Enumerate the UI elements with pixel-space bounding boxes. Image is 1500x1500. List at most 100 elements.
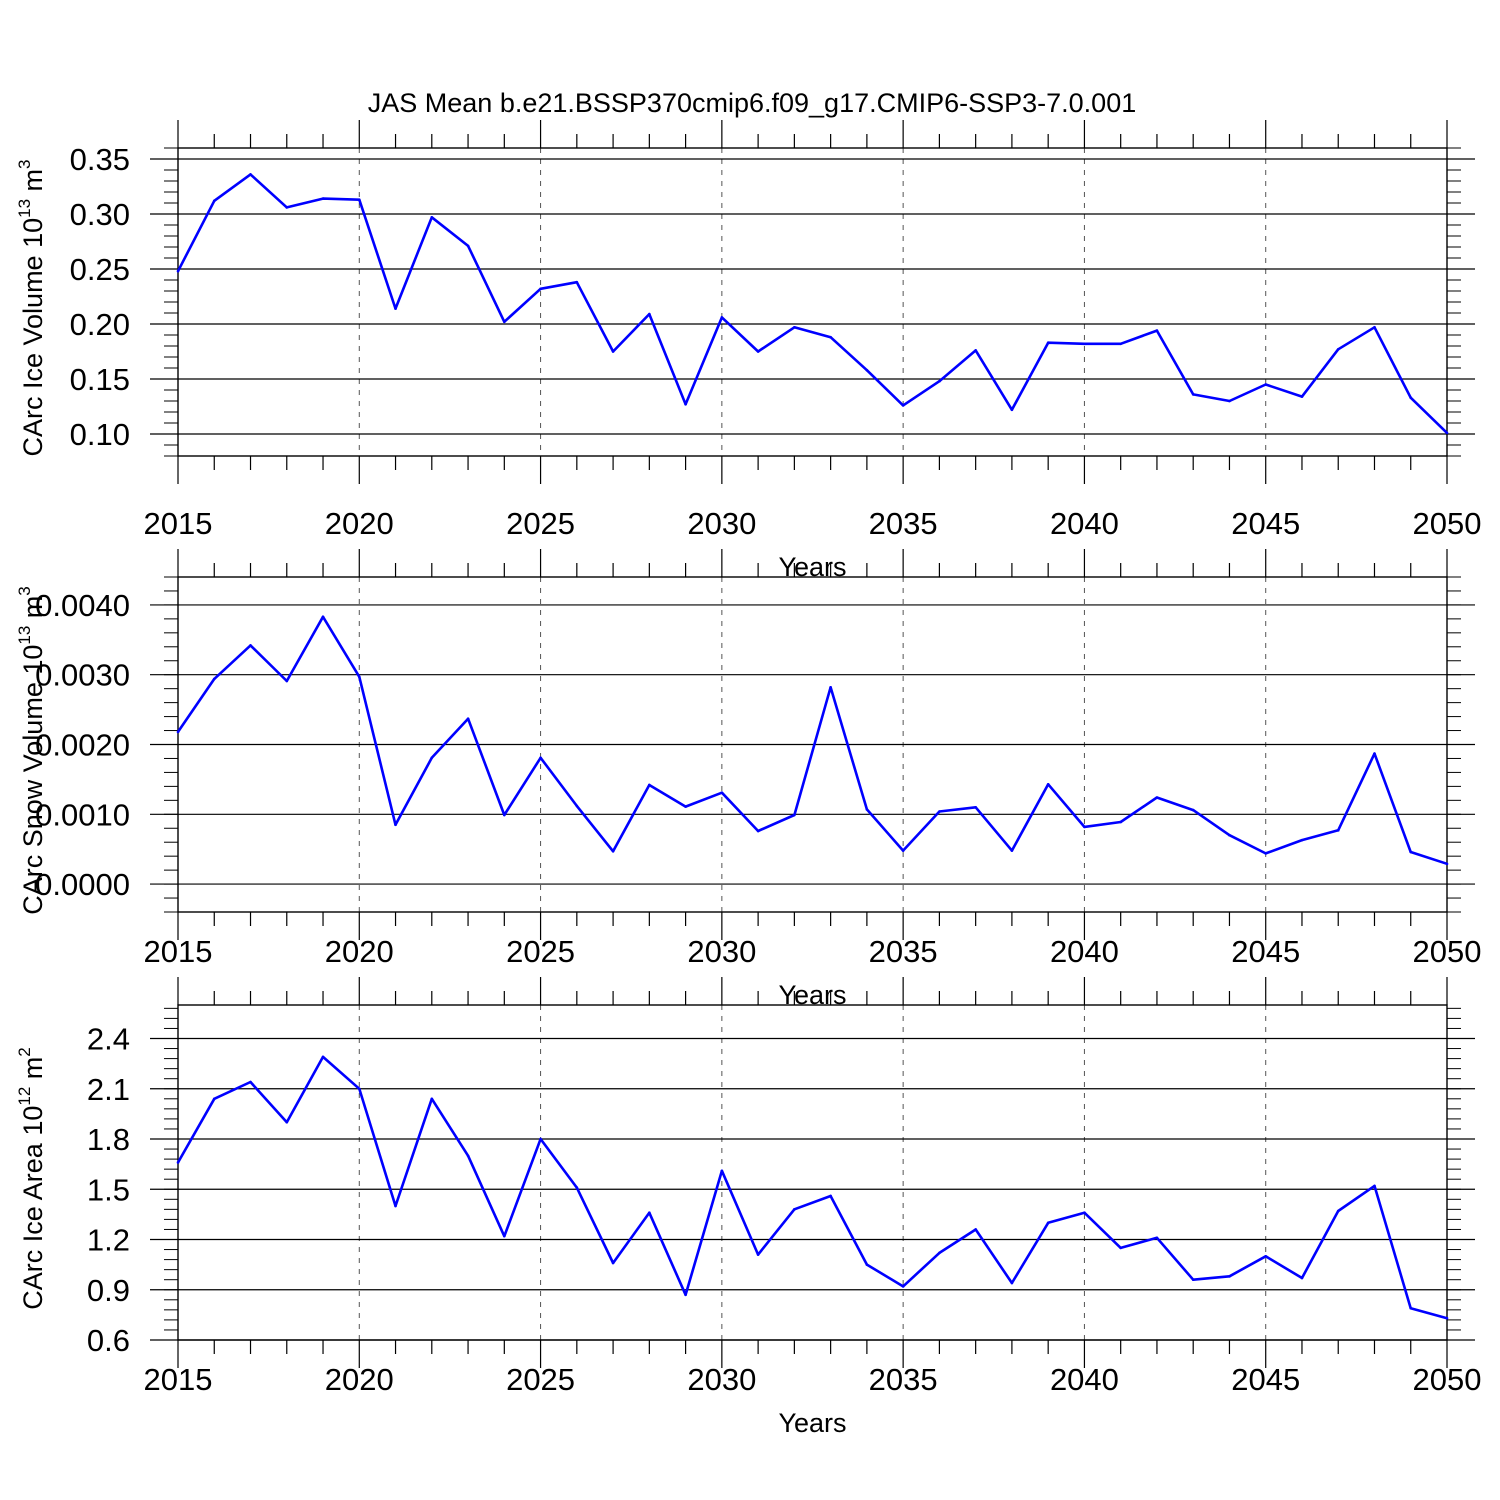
y-tick-label: 1.2	[87, 1223, 130, 1258]
data-point	[1409, 1306, 1413, 1310]
y-tick-label: 0.20	[70, 307, 130, 342]
data-point	[648, 312, 651, 316]
data-point	[1300, 395, 1304, 398]
y-axis-label: CArc Snow Volume 1013 m3	[15, 586, 48, 915]
data-point	[212, 677, 216, 681]
chart-title: JAS Mean b.e21.BSSP370cmip6.f09_g17.CMIP…	[368, 88, 1136, 118]
x-tick-label: 2050	[1413, 1362, 1482, 1397]
y-tick-label: 0.15	[70, 362, 130, 397]
x-tick-label: 2025	[506, 934, 575, 969]
data-point	[1046, 341, 1050, 345]
data-point	[466, 244, 470, 248]
data-point	[212, 199, 216, 203]
data-point	[684, 403, 687, 406]
data-point	[1409, 850, 1413, 854]
panel-ice-area: 0.6 0.9 1.2 1.5 1.8 2.1 2.4 2015 2020 2025 2030 203…	[15, 977, 1481, 1438]
data-point	[1373, 326, 1376, 329]
data-point	[1083, 342, 1086, 346]
data-point	[901, 1285, 905, 1288]
data-point	[1336, 348, 1340, 351]
data-point	[1083, 1211, 1086, 1214]
data-point	[1300, 838, 1304, 842]
x-tick-label: 2020	[325, 1362, 394, 1397]
data-point	[938, 379, 941, 383]
x-tick-label: 2045	[1231, 506, 1300, 541]
data-point	[720, 1169, 724, 1173]
x-axis-label: Years	[778, 1408, 846, 1438]
series-line-ice-area	[176, 1055, 1448, 1320]
x-tick-label: 2040	[1050, 934, 1119, 969]
data-point	[1409, 396, 1413, 400]
data-point	[1228, 399, 1231, 403]
data-point	[249, 1080, 252, 1084]
data-point	[720, 791, 724, 794]
data-point	[1119, 1246, 1122, 1250]
data-point	[357, 198, 361, 201]
x-tick-label: 2035	[869, 934, 938, 969]
data-point	[1046, 782, 1050, 786]
data-point	[611, 1261, 615, 1265]
data-point	[503, 813, 506, 817]
x-tick-label: 2035	[869, 1362, 938, 1397]
plot-frame	[177, 1004, 1448, 1341]
data-point	[394, 823, 397, 827]
data-point	[430, 216, 434, 219]
y-tick-label: 2.4	[87, 1022, 130, 1057]
data-point	[901, 404, 905, 407]
y-tick-label: 1.5	[87, 1172, 130, 1207]
data-point	[684, 1293, 687, 1297]
data-point	[1228, 833, 1231, 837]
y-tick-label: 1.8	[87, 1122, 130, 1157]
data-point	[430, 756, 434, 760]
data-point	[1336, 1209, 1340, 1213]
data-point	[176, 269, 180, 273]
x-tick-label: 2025	[506, 1362, 575, 1397]
data-point	[394, 307, 397, 310]
data-point	[1264, 1254, 1268, 1258]
data-point	[756, 829, 760, 833]
data-point	[1336, 829, 1340, 832]
data-point	[684, 805, 687, 808]
panel-snow-volume: 0.0000 0.0010 0.0020 0.0030 0.0040 2015 2020 20…	[15, 549, 1481, 1010]
x-tick-label: 2035	[869, 506, 938, 541]
x-tick-label: 2020	[325, 506, 394, 541]
x-tick-label: 2050	[1413, 506, 1482, 541]
data-point	[1155, 1236, 1159, 1240]
data-point	[756, 350, 760, 353]
data-point	[575, 280, 579, 284]
series-line-ice-volume	[176, 173, 1448, 434]
data-point	[648, 783, 651, 787]
data-point	[1046, 1221, 1050, 1225]
data-point	[430, 1097, 434, 1101]
y-axis-label: CArc Ice Area 1012 m2	[15, 1047, 48, 1310]
data-point	[176, 730, 180, 734]
data-point	[1191, 1278, 1195, 1281]
y-tick-label: 0.25	[70, 252, 130, 287]
data-point	[575, 804, 579, 808]
y-tick-label: 0.6	[87, 1323, 130, 1358]
x-tick-label: 2015	[144, 506, 213, 541]
data-point	[756, 1253, 760, 1256]
panel-ice-volume: 0.10 0.15 0.20 0.25 0.30 0.35 2015 2020 2025 2030…	[15, 120, 1481, 582]
data-point	[1010, 408, 1014, 412]
data-point	[1155, 329, 1159, 332]
x-tick-label: 2020	[325, 934, 394, 969]
x-tick-label: 2030	[687, 1362, 756, 1397]
data-point	[1155, 796, 1159, 799]
data-point	[1010, 849, 1014, 852]
data-point	[1010, 1281, 1014, 1285]
data-point	[1119, 820, 1122, 824]
data-point	[285, 1120, 289, 1124]
data-point	[1373, 1184, 1376, 1188]
data-point	[1264, 852, 1268, 855]
data-point	[865, 808, 869, 811]
data-point	[793, 326, 796, 329]
y-tick-label: 0.30	[70, 197, 130, 232]
data-point	[466, 1154, 470, 1158]
data-point	[212, 1097, 216, 1101]
x-tick-label: 2025	[506, 506, 575, 541]
data-point	[321, 615, 325, 619]
data-point	[720, 316, 724, 319]
data-point	[539, 756, 542, 760]
x-tick-label: 2040	[1050, 506, 1119, 541]
